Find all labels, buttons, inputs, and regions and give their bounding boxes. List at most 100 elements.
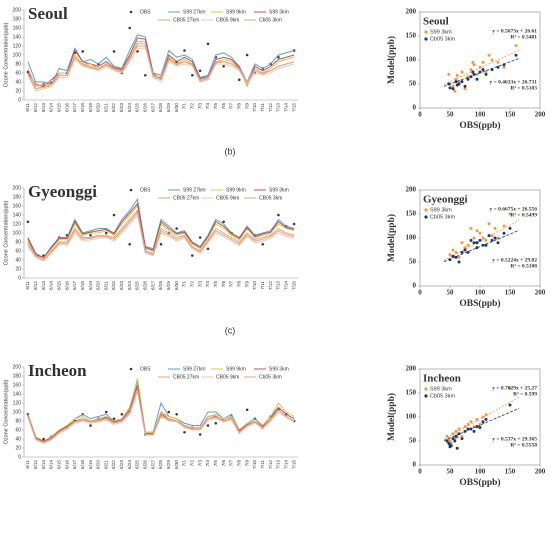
caption: (c) bbox=[225, 325, 236, 335]
x-tick-label: 7/3 bbox=[197, 103, 202, 110]
scatter-point bbox=[484, 70, 488, 74]
legend-label: S99 27km bbox=[183, 187, 206, 193]
x-tick-label: 6/21 bbox=[103, 103, 108, 112]
obs-dot bbox=[175, 412, 178, 416]
scatter-point bbox=[478, 426, 482, 430]
obs-dot bbox=[112, 50, 116, 53]
x-tick-label: 7/1 bbox=[182, 281, 187, 288]
scatter-point bbox=[472, 429, 476, 433]
obs-dot bbox=[206, 424, 210, 427]
legend-label: CB05 9km bbox=[216, 17, 239, 23]
legend-label: Cb05 3km bbox=[430, 393, 455, 399]
x-tick-label: 6/28 bbox=[158, 103, 163, 112]
x-tick-label: 7/5 bbox=[213, 103, 218, 110]
x-tick-label: 6/19 bbox=[88, 460, 93, 469]
y-tick-label: 200 bbox=[13, 185, 22, 191]
x-tick-label: 6/28 bbox=[158, 460, 163, 469]
obs-dot bbox=[175, 227, 178, 230]
x-tick-label: 6/27 bbox=[150, 103, 155, 112]
y-tick-label: 160 bbox=[13, 203, 22, 209]
x-tick-label: 6/26 bbox=[143, 460, 148, 469]
x-tick-label: 6/13 bbox=[41, 281, 46, 290]
y-tick-label: 40 bbox=[15, 257, 21, 263]
scatter-point bbox=[466, 77, 470, 81]
scatter-point bbox=[487, 53, 491, 57]
scatter-point bbox=[484, 417, 488, 421]
y-axis-label: Model(ppb) bbox=[386, 393, 397, 441]
y-axis-label: Ozone Concentration(ppb) bbox=[3, 379, 9, 444]
scatter-point bbox=[484, 72, 488, 76]
obs-dot bbox=[198, 433, 202, 436]
obs-dot bbox=[183, 430, 186, 434]
scatter-point bbox=[472, 236, 476, 240]
x-tick-label: 7/9 bbox=[244, 460, 249, 467]
y-tick-label: 100 bbox=[13, 409, 22, 415]
y-tick-label: 100 bbox=[13, 230, 22, 236]
x-tick-label: 7/11 bbox=[260, 281, 265, 290]
y-tick-label: 0 bbox=[18, 275, 21, 281]
legend-swatch bbox=[424, 215, 428, 219]
fit-equation: y = 0.4633x + 26.731 bbox=[489, 79, 537, 85]
y-tick-label: 140 bbox=[13, 212, 22, 218]
obs-dot bbox=[277, 213, 280, 217]
fit-equation: y = 0.5224x + 29.82 bbox=[492, 257, 537, 263]
x-tick-label: 7/5 bbox=[213, 281, 218, 288]
x-tick-label: 6/15 bbox=[56, 460, 61, 469]
obs-dot bbox=[89, 233, 92, 237]
x-tick-label: 7/3 bbox=[197, 460, 202, 467]
y-tick-label: 200 bbox=[13, 364, 22, 370]
obs-dot bbox=[222, 220, 225, 224]
obs-dot bbox=[104, 231, 108, 235]
x-tick-label: 7/11 bbox=[260, 103, 265, 112]
y-tick-label: 80 bbox=[15, 239, 21, 245]
scatter-point bbox=[455, 73, 459, 77]
legend-swatch bbox=[424, 394, 428, 398]
x-tick-label: 6/11 bbox=[25, 281, 30, 290]
x-tick-label: 6/21 bbox=[103, 281, 108, 290]
x-tick-label: 100 bbox=[475, 289, 486, 297]
scatter-point bbox=[455, 446, 459, 450]
x-tick-label: 6/16 bbox=[64, 281, 69, 290]
y-axis-label: Ozone Concentration(ppb) bbox=[3, 200, 9, 265]
x-tick-label: 6/11 bbox=[25, 460, 30, 469]
x-tick-label: 7/13 bbox=[276, 460, 281, 469]
legend-label: S99 3km bbox=[269, 187, 289, 193]
scatter-point bbox=[463, 87, 467, 91]
scatter-point bbox=[508, 226, 512, 230]
y-tick-label: 40 bbox=[15, 436, 21, 442]
x-tick-label: 6/30 bbox=[174, 460, 179, 469]
x-tick-label: 6/23 bbox=[119, 460, 124, 469]
y-tick-label: 40 bbox=[15, 79, 21, 85]
legend-swatch bbox=[129, 188, 133, 192]
scatter-point bbox=[475, 229, 479, 233]
obs-dot bbox=[81, 50, 85, 53]
legend-label: S99 3km bbox=[430, 207, 452, 213]
x-tick-label: 0 bbox=[418, 111, 422, 119]
legend-label: Cb05 3km bbox=[430, 36, 455, 42]
fit-equation: y = 0.537x + 29.365 bbox=[492, 436, 537, 442]
legend-label: Cb05 3km bbox=[259, 17, 282, 23]
x-tick-label: 6/15 bbox=[56, 281, 61, 290]
y-tick-label: 200 bbox=[406, 186, 417, 194]
obs-dot bbox=[26, 220, 30, 224]
x-tick-label: 7/9 bbox=[244, 281, 249, 288]
scatter-point bbox=[475, 77, 479, 81]
station-title: Incheon bbox=[423, 373, 461, 385]
obs-dot bbox=[292, 222, 296, 226]
scatter-point bbox=[496, 60, 500, 64]
x-tick-label: 200 bbox=[535, 468, 546, 476]
scatter-point bbox=[484, 243, 488, 247]
y-tick-label: 0 bbox=[413, 104, 417, 112]
scatter-point bbox=[457, 260, 461, 264]
obs-dot bbox=[222, 64, 225, 68]
x-tick-label: 6/17 bbox=[72, 103, 77, 112]
obs-dot bbox=[245, 53, 249, 57]
scatter-point bbox=[460, 80, 464, 84]
legend-label: Cb05 3km bbox=[430, 214, 455, 220]
x-tick-label: 7/10 bbox=[252, 460, 257, 469]
y-tick-label: 200 bbox=[406, 8, 417, 16]
x-tick-label: 6/16 bbox=[64, 460, 69, 469]
legend-label: S99 3km bbox=[430, 29, 452, 35]
fit-r2: R² = 0.5108 bbox=[510, 263, 537, 269]
